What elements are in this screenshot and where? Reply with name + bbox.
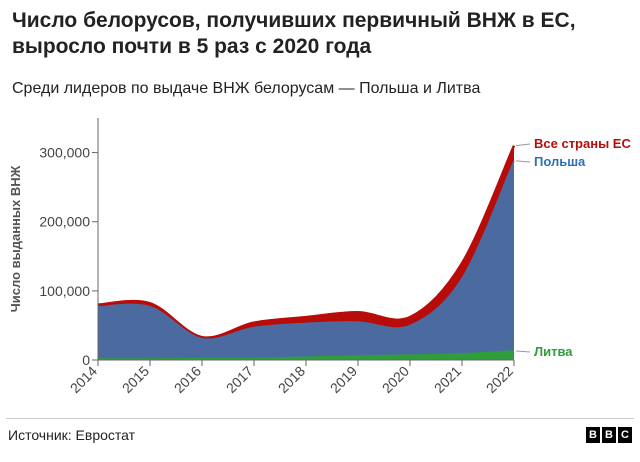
- legend-leader-line: [515, 160, 531, 163]
- logo-letter: C: [618, 427, 632, 443]
- lithuania-line: [97, 350, 515, 360]
- logo-letter: B: [586, 427, 600, 443]
- footer-divider: [6, 418, 634, 419]
- source-note: Источник: Евростат: [8, 427, 136, 443]
- poland-line: [97, 160, 515, 340]
- x-tick-label: 2014: [67, 363, 100, 396]
- eu-total-legend-label: Все страны ЕС: [534, 136, 631, 151]
- bbc-logo: B B C: [586, 427, 632, 443]
- eu-total-line: [97, 145, 516, 339]
- x-tick-label: 2017: [223, 363, 256, 396]
- y-tick-label: 0: [82, 352, 90, 368]
- lithuania-legend-label: Литва: [534, 344, 573, 359]
- lithuania-area: [98, 351, 514, 360]
- x-tick-label: 2021: [431, 363, 464, 396]
- y-tick-label: 300,000: [39, 145, 90, 161]
- x-tick-label: 2022: [483, 363, 516, 396]
- legend-leader-line: [515, 143, 531, 147]
- poland-area: [98, 160, 514, 360]
- x-tick-label: 2019: [327, 363, 360, 396]
- x-tick-label: 2018: [275, 363, 308, 396]
- chart-subtitle: Среди лидеров по выдаче ВНЖ белорусам — …: [12, 80, 481, 97]
- x-tick-label: 2020: [379, 363, 412, 396]
- poland-legend-label: Польша: [534, 154, 586, 169]
- chart-title: Число белорусов, получивших первичный ВН…: [12, 9, 576, 58]
- x-tick-label: 2015: [119, 363, 152, 396]
- legend-leader-line: [515, 350, 531, 353]
- x-tick-label: 2016: [171, 363, 204, 396]
- y-tick-label: 200,000: [39, 214, 90, 230]
- y-tick-label: 100,000: [39, 283, 90, 299]
- area-chart: 0 100,000 200,000 300,000 2014 2015 2016 2017 20…: [8, 118, 631, 396]
- y-axis-title: Число выданных ВНЖ: [8, 165, 23, 312]
- logo-letter: B: [602, 427, 616, 443]
